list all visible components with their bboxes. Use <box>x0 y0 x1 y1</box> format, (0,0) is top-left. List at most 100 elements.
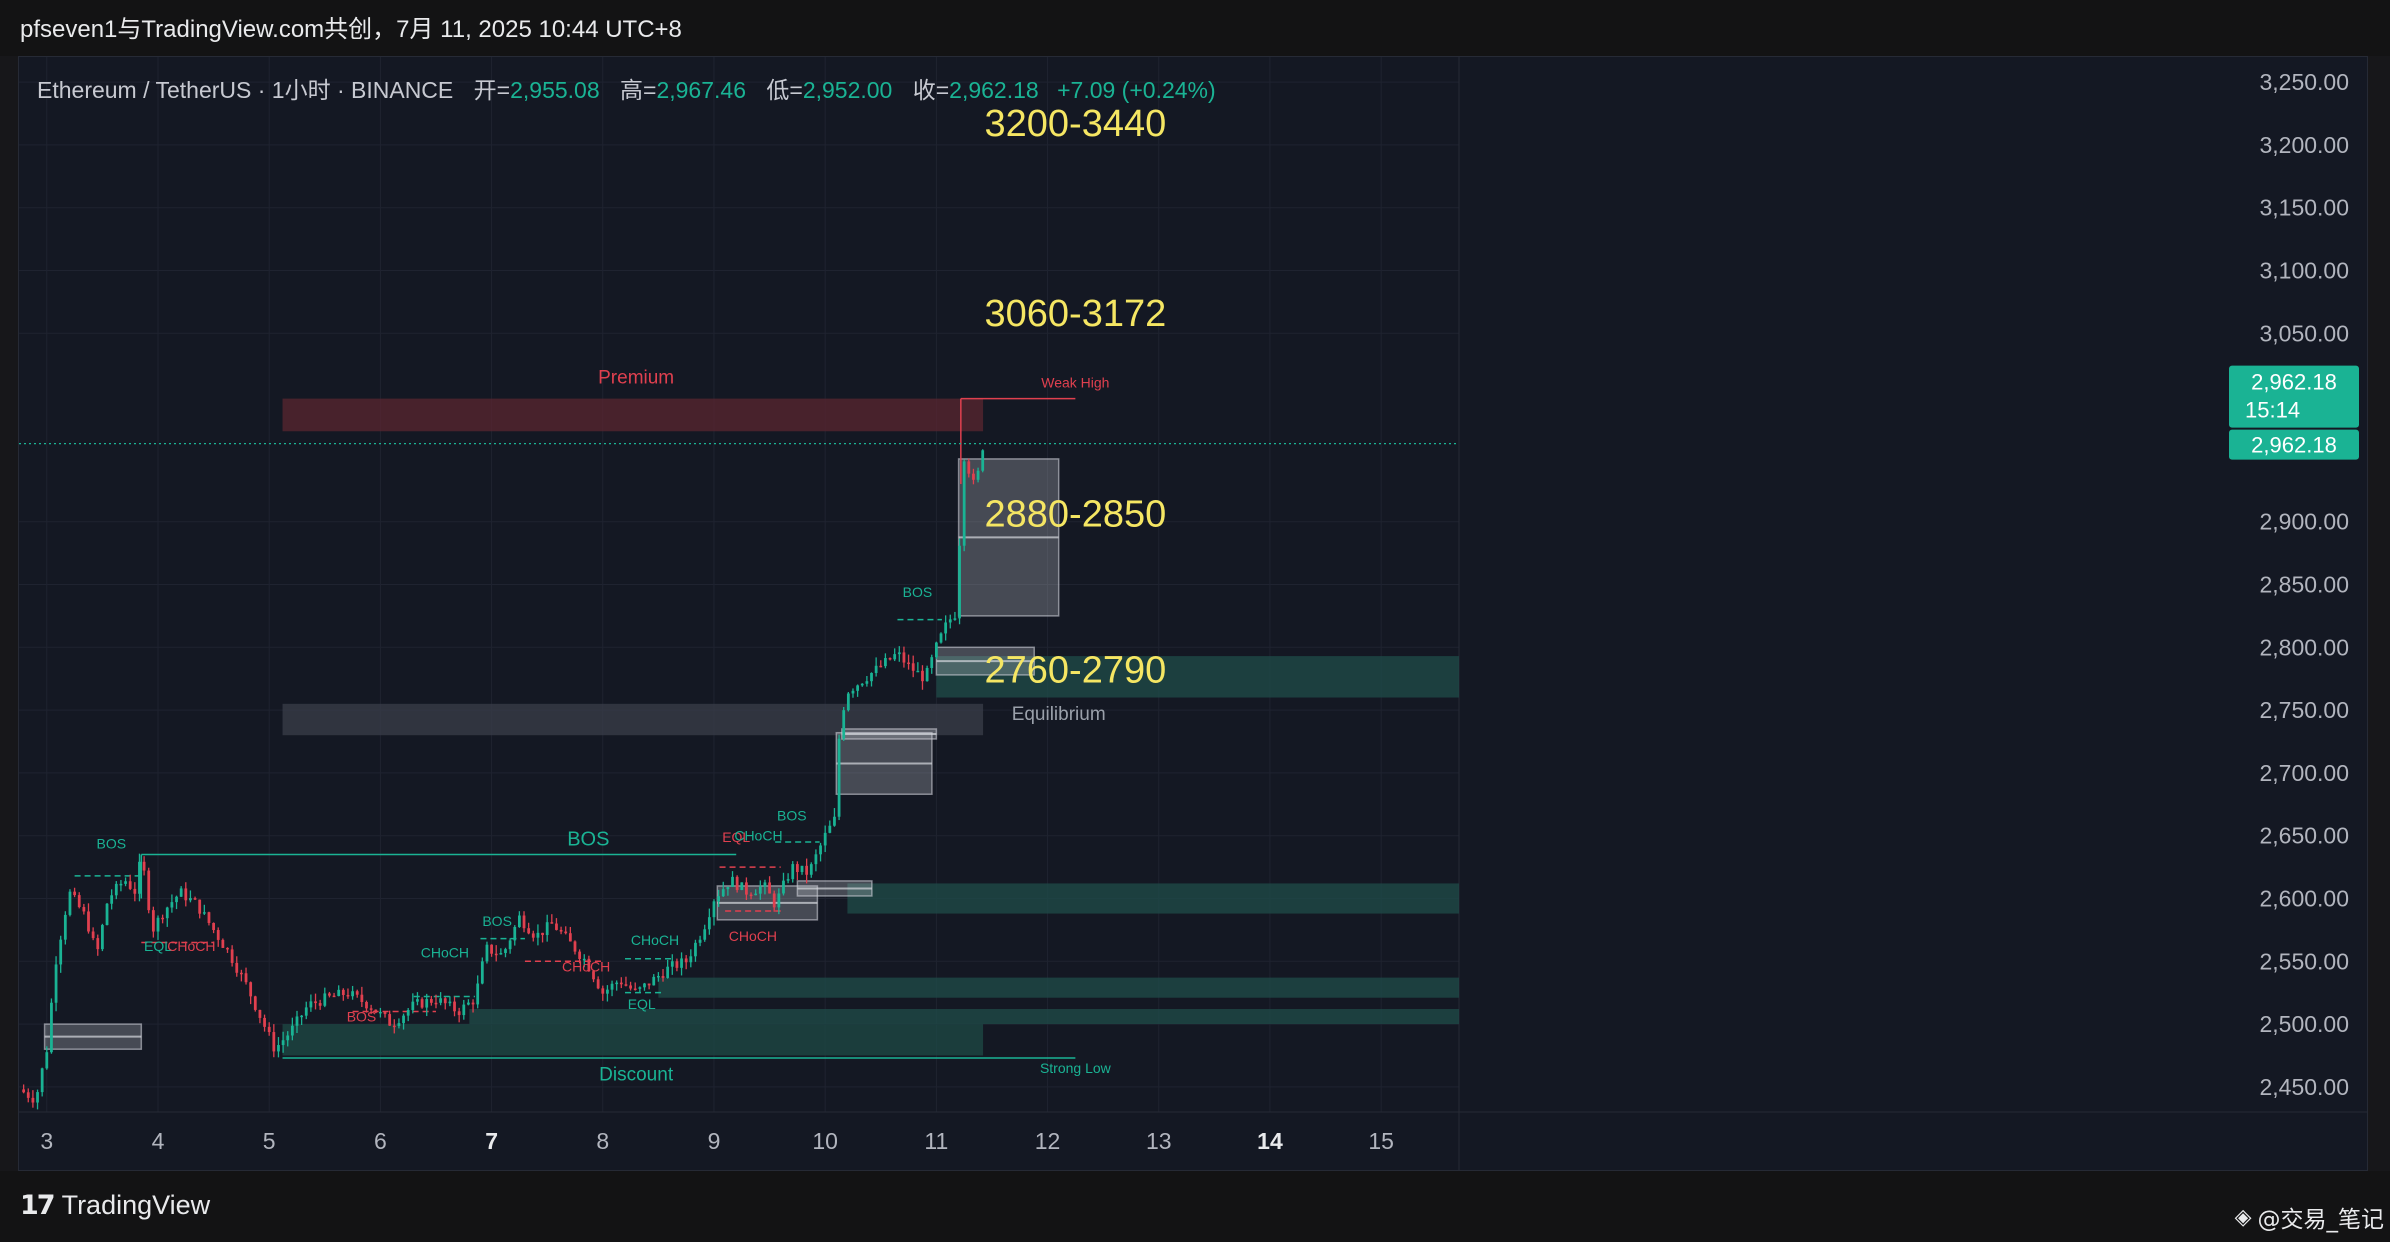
tradingview-logo[interactable]: 𝟭𝟳 TradingView <box>20 1190 210 1221</box>
label-bos-5: BOS <box>903 584 933 600</box>
candle-body-206 <box>976 470 980 480</box>
candle-body-13 <box>82 907 86 912</box>
y-tick-label-3: 3,100.00 <box>2259 258 2349 284</box>
candle-body-46 <box>235 962 239 973</box>
candle-body-145 <box>694 942 697 957</box>
price-tag-price: 2,962.18 <box>2251 370 2337 395</box>
label-eql-3: EQL <box>722 829 750 845</box>
candle-body-12 <box>77 895 81 908</box>
candle-body-28 <box>151 910 155 932</box>
candle-body-40 <box>207 912 211 923</box>
candle-body-57 <box>286 1035 290 1041</box>
candle-body-185 <box>879 665 883 668</box>
zone-ob-2760-2790 <box>936 656 1459 698</box>
candle-body-20 <box>114 883 118 896</box>
low-value: 2,952.00 <box>802 77 893 103</box>
candle-body-141 <box>675 961 679 968</box>
candle-body-139 <box>666 966 670 978</box>
candle-body-198 <box>939 633 943 643</box>
candle-body-182 <box>865 681 869 684</box>
candle-body-165 <box>786 879 790 881</box>
candle-body-181 <box>860 683 864 686</box>
candle-body-142 <box>680 958 683 968</box>
candle-body-134 <box>643 983 646 988</box>
candle-body-1 <box>26 1092 30 1098</box>
candle-body-74 <box>365 1001 368 1009</box>
candle-body-138 <box>661 975 665 978</box>
candle-body-35 <box>184 888 188 901</box>
target-3200: 3200-3440 <box>985 103 1167 145</box>
candle-body-126 <box>606 989 609 994</box>
x-tick-label-9: 12 <box>1035 1128 1061 1154</box>
candle-body-98 <box>476 983 480 1005</box>
candle-body-14 <box>87 911 90 932</box>
candle-body-38 <box>198 899 202 914</box>
x-tick-label-11: 14 <box>1257 1128 1283 1154</box>
candle-body-199 <box>944 622 948 634</box>
footer-bar <box>0 1171 2390 1242</box>
candle-body-51 <box>258 1009 262 1018</box>
label-bos-2: BOS <box>347 1009 377 1025</box>
high-label: 高= <box>620 77 657 103</box>
x-tick-label-7: 10 <box>812 1128 838 1154</box>
target-3060: 3060-3172 <box>985 293 1167 335</box>
candle-body-43 <box>221 939 225 948</box>
candle-body-125 <box>601 988 605 994</box>
candle-body-100 <box>485 944 489 962</box>
candle-body-194 <box>921 670 924 682</box>
candle-body-186 <box>884 658 887 667</box>
candle-body-133 <box>638 987 642 989</box>
candle-body-130 <box>624 984 628 986</box>
chart-panel[interactable]: 3200-3440 3060-3172 2880-2850 2760-2790 Prem… <box>18 56 2368 1171</box>
candle-body-109 <box>527 928 531 934</box>
x-tick-label-1: 4 <box>152 1128 165 1154</box>
label-eql-2: EQL <box>628 996 656 1012</box>
candle-body-195 <box>925 667 929 682</box>
y-tick-label-13: 2,500.00 <box>2259 1011 2349 1037</box>
price-tag-top <box>2229 365 2359 428</box>
candle-body-32 <box>170 902 174 908</box>
y-tick-label-11: 2,600.00 <box>2259 885 2349 911</box>
candle-body-64 <box>318 1003 322 1006</box>
candle-body-178 <box>846 693 850 711</box>
candle-body-127 <box>610 983 614 990</box>
candle-body-124 <box>596 979 600 989</box>
candle-body-153 <box>731 876 734 887</box>
candle-body-31 <box>165 907 169 919</box>
y-tick-label-7: 2,800.00 <box>2259 634 2349 660</box>
candle-body-101 <box>490 944 493 954</box>
candle-body-112 <box>541 932 544 936</box>
symbol-name[interactable]: Ethereum / TetherUS · 1小时 · BINANCE <box>37 77 454 103</box>
x-tick-label-8: 11 <box>924 1128 948 1154</box>
candle-body-104 <box>504 949 507 954</box>
candle-body-176 <box>837 738 841 817</box>
label-bos-4: BOS <box>777 808 807 824</box>
label-weak-high: Weak High <box>1041 374 1109 390</box>
candle-body-155 <box>740 882 744 890</box>
candle-body-144 <box>689 956 693 963</box>
candle-body-9 <box>63 914 67 940</box>
candle-body-44 <box>226 947 229 950</box>
candle-body-33 <box>175 896 178 903</box>
candle-body-71 <box>351 991 354 997</box>
candle-body-106 <box>513 927 517 941</box>
candle-body-95 <box>462 1004 466 1016</box>
candle-body-189 <box>897 652 901 655</box>
candle-body-56 <box>281 1040 285 1046</box>
candle-body-105 <box>508 940 512 950</box>
price-tag-price-2: 2,962.18 <box>2251 433 2337 458</box>
candle-body-140 <box>670 961 674 967</box>
candle-body-187 <box>888 658 892 660</box>
label-strong-low: Strong Low <box>1040 1060 1112 1076</box>
candle-body-119 <box>573 941 577 952</box>
screenshot-header: pfseven1与TradingView.com共创，7月 11, 2025 1… <box>0 0 2390 56</box>
candle-body-18 <box>105 903 109 926</box>
candle-body-58 <box>290 1025 294 1036</box>
candle-body-123 <box>592 971 595 980</box>
candle-body-53 <box>267 1026 271 1033</box>
candle-body-0 <box>22 1089 26 1093</box>
candle-body-67 <box>332 995 336 998</box>
candlestick-chart[interactable]: 3200-3440 3060-3172 2880-2850 2760-2790 Prem… <box>19 57 2368 1171</box>
candle-body-59 <box>295 1016 299 1026</box>
candle-body-4 <box>40 1068 44 1093</box>
